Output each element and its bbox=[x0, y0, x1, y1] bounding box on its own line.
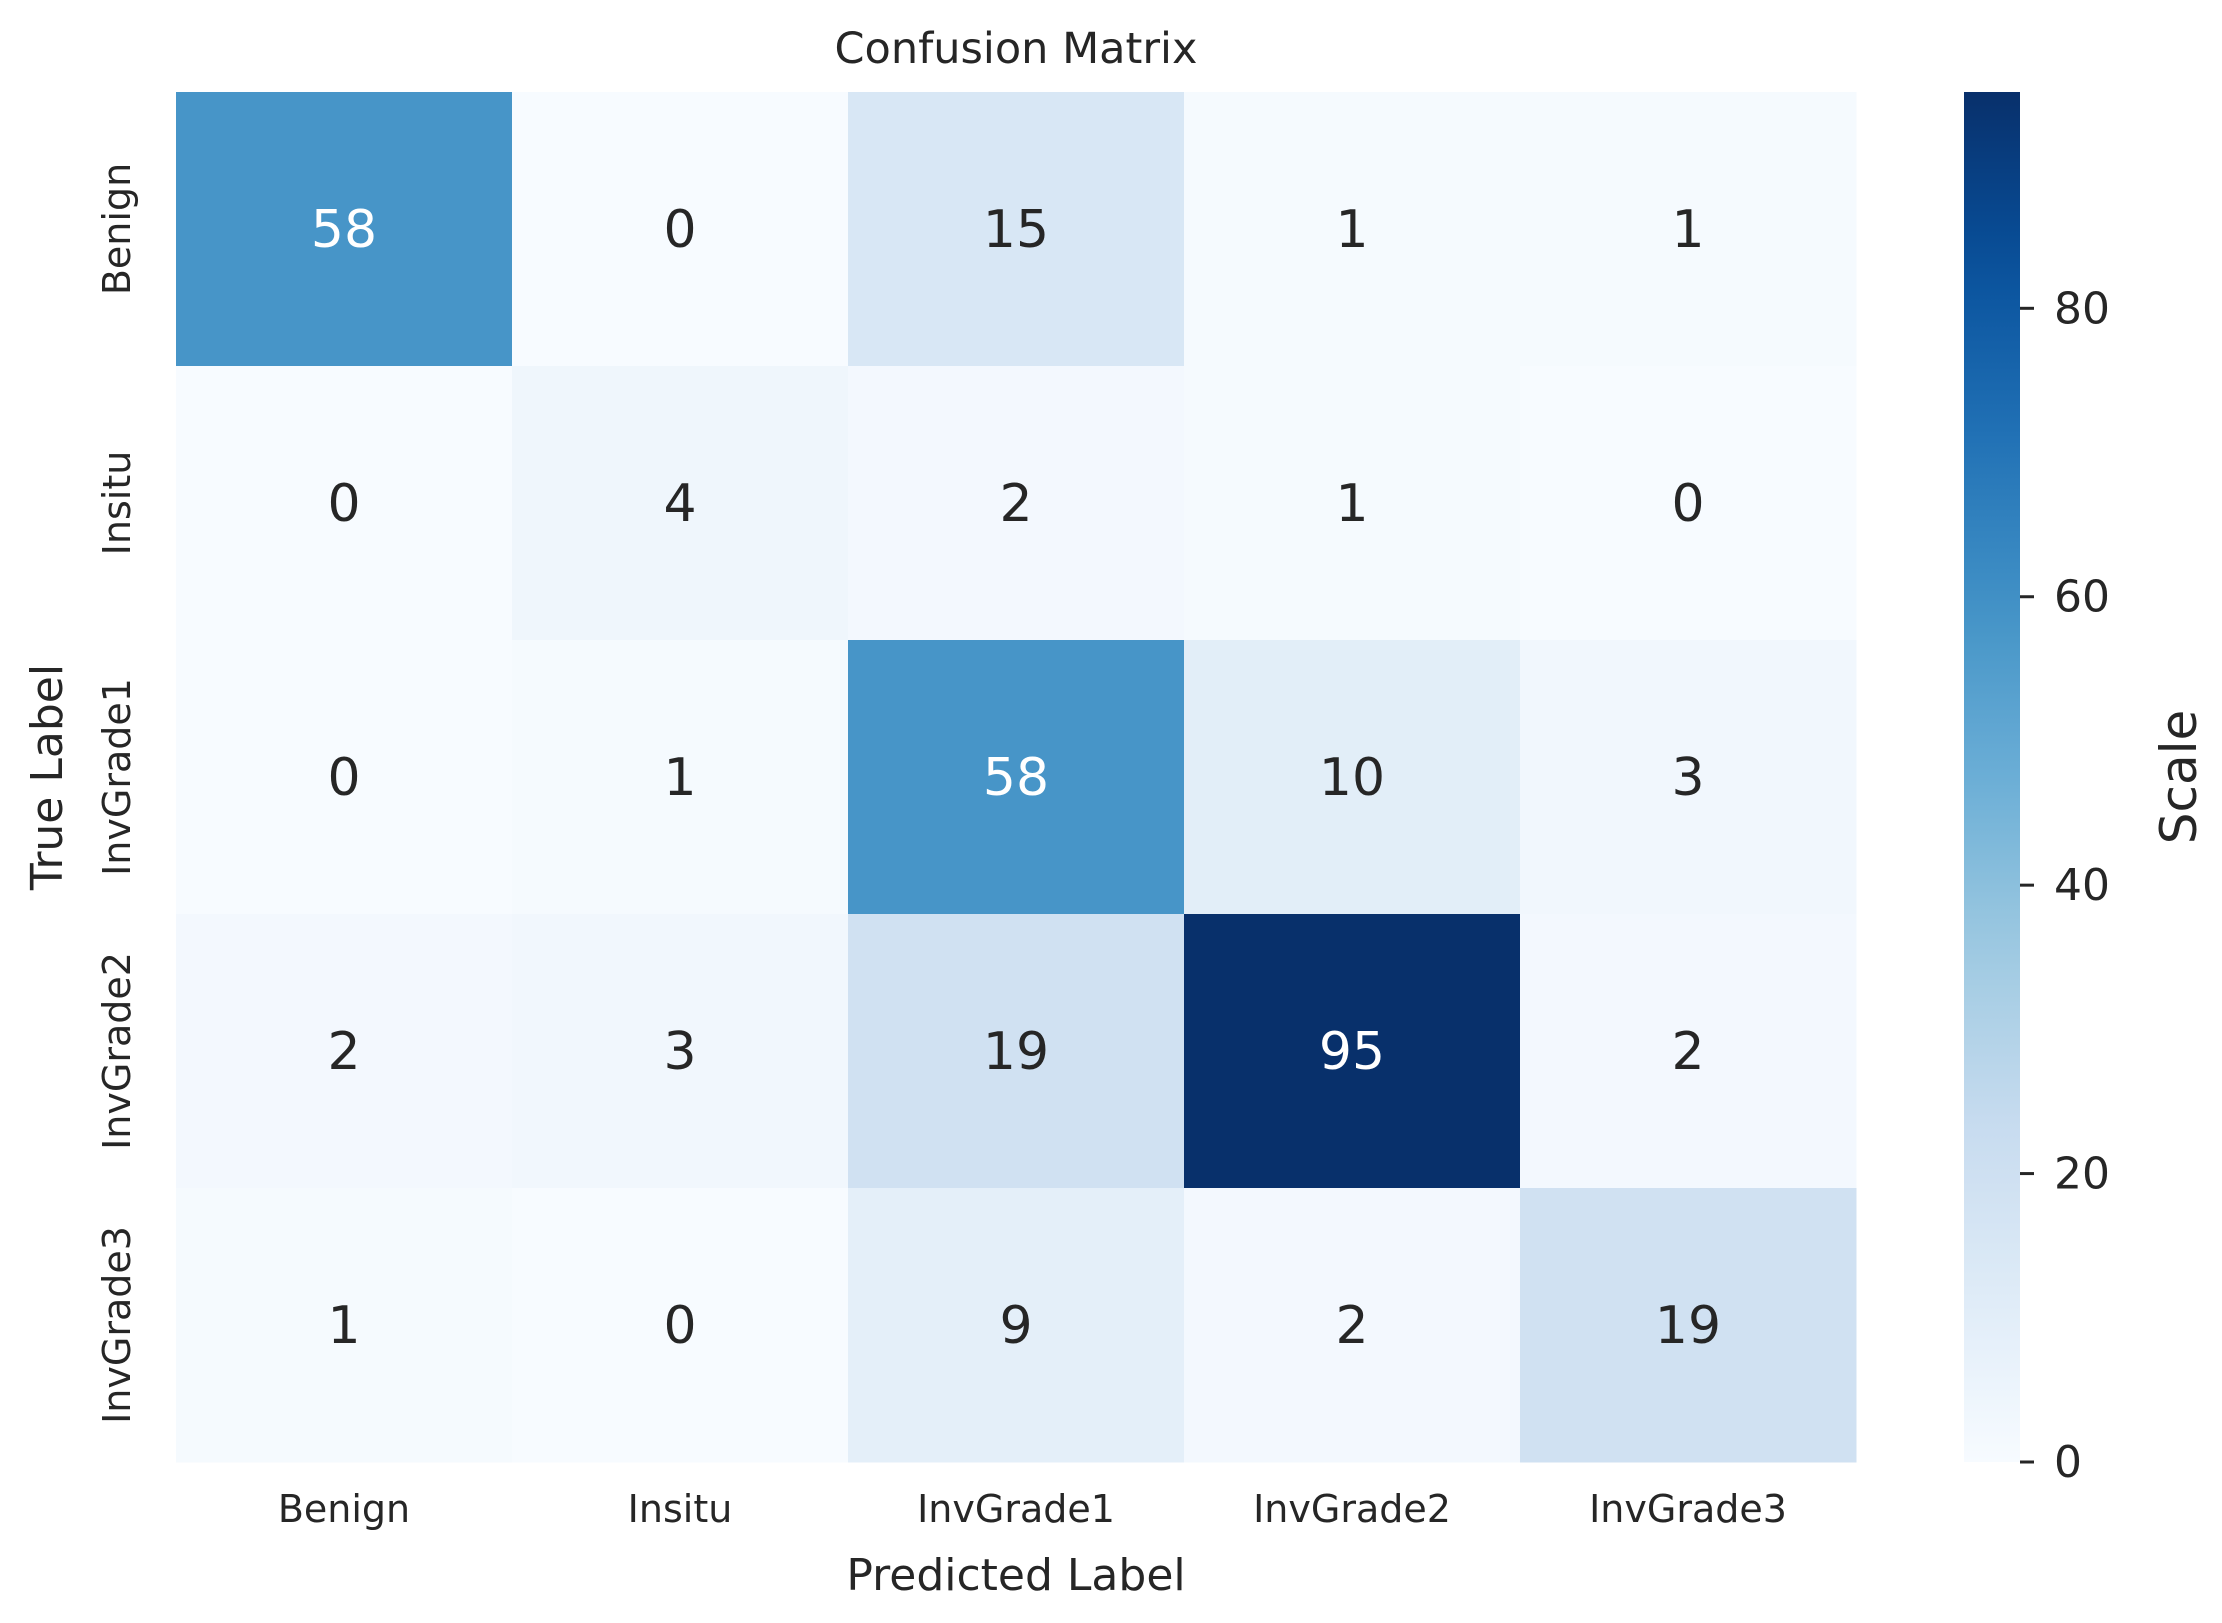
heatmap-cell-value: 1 bbox=[663, 748, 696, 808]
y-tick-label: Insitu bbox=[95, 451, 139, 556]
heatmap-cell bbox=[176, 640, 513, 915]
y-axis-label: True Label bbox=[22, 664, 73, 891]
heatmap-cell bbox=[512, 914, 849, 1189]
x-axis-label: Predicted Label bbox=[846, 1550, 1185, 1601]
heatmap-cell bbox=[848, 640, 1185, 915]
heatmap-cell-value: 3 bbox=[1671, 748, 1704, 808]
x-axis-tick-labels: Benign Insitu InvGrade1 InvGrade2 InvGrade3 bbox=[278, 1487, 1787, 1531]
heatmap-cell bbox=[1520, 366, 1857, 641]
heatmap-cell-value: 19 bbox=[1655, 1296, 1721, 1356]
y-tick-label: InvGrade2 bbox=[95, 952, 139, 1150]
heatmap-cell-value: 0 bbox=[327, 474, 360, 534]
heatmap-cell bbox=[1520, 92, 1857, 367]
heatmap-cell-value: 9 bbox=[999, 1296, 1032, 1356]
heatmap-cell-value: 3 bbox=[663, 1022, 696, 1082]
y-tick-label: InvGrade1 bbox=[95, 678, 139, 876]
heatmap-cell bbox=[176, 92, 513, 367]
heatmap-cell-value: 2 bbox=[999, 474, 1032, 534]
colorbar-tick-label: 0 bbox=[2054, 1437, 2082, 1488]
colorbar-tick-label: 40 bbox=[2054, 860, 2110, 911]
heatmap-cell bbox=[176, 914, 513, 1189]
x-tick-label: InvGrade3 bbox=[1589, 1487, 1787, 1531]
colorbar-ticks: 0 20 40 60 80 bbox=[2020, 283, 2110, 1488]
heatmap-cell-value: 15 bbox=[983, 200, 1049, 260]
heatmap-cell-value: 58 bbox=[983, 748, 1049, 808]
heatmap-cell-value: 2 bbox=[1335, 1296, 1368, 1356]
x-tick-label: InvGrade1 bbox=[917, 1487, 1115, 1531]
heatmap-cell bbox=[512, 92, 849, 367]
heatmap-cell bbox=[848, 366, 1185, 641]
heatmap-cell bbox=[1520, 640, 1857, 915]
colorbar bbox=[1964, 92, 2020, 1462]
heatmap-cell bbox=[1184, 640, 1521, 915]
colorbar-tick-label: 60 bbox=[2054, 572, 2110, 623]
heatmap-cell bbox=[848, 1188, 1185, 1463]
heatmap-cell bbox=[848, 92, 1185, 367]
heatmap-cell bbox=[512, 640, 849, 915]
heatmap-cell-value: 4 bbox=[663, 474, 696, 534]
heatmap-cell-value: 0 bbox=[327, 748, 360, 808]
heatmap-cell bbox=[1184, 366, 1521, 641]
heatmap-cell-value: 19 bbox=[983, 1022, 1049, 1082]
y-tick-label: InvGrade3 bbox=[95, 1226, 139, 1424]
heatmap-cell bbox=[1520, 1188, 1857, 1463]
heatmap-cell-value: 2 bbox=[327, 1022, 360, 1082]
heatmap-cell bbox=[176, 366, 513, 641]
heatmap-cell-labels: 58 0 15 1 10 4 2 1 00 1 58 10 32 3 19 95 21 0 9 2 19 bbox=[311, 200, 1721, 1356]
y-axis-tick-labels: Benign Insitu InvGrade1 InvGrade2 InvGrade3 bbox=[95, 163, 139, 1424]
heatmap-cell-value: 1 bbox=[1335, 474, 1368, 534]
heatmap-cell bbox=[512, 1188, 849, 1463]
heatmap-cell-value: 10 bbox=[1319, 748, 1385, 808]
heatmap-cell-value: 0 bbox=[663, 200, 696, 260]
heatmap-cell bbox=[1520, 914, 1857, 1189]
colorbar-tick-label: 20 bbox=[2054, 1149, 2110, 1200]
colorbar-tick-label: 80 bbox=[2054, 283, 2110, 334]
heatmap-cells bbox=[176, 92, 1857, 1463]
heatmap-cell-value: 95 bbox=[1319, 1022, 1385, 1082]
heatmap-cell-value: 58 bbox=[311, 200, 377, 260]
heatmap-cell-value: 0 bbox=[1671, 474, 1704, 534]
heatmap-cell bbox=[1184, 914, 1521, 1189]
heatmap-cell-value: 1 bbox=[1335, 200, 1368, 260]
heatmap-cell-value: 0 bbox=[663, 1296, 696, 1356]
heatmap-cell bbox=[848, 914, 1185, 1189]
x-tick-label: Benign bbox=[278, 1487, 410, 1531]
y-tick-label: Benign bbox=[95, 163, 139, 295]
chart-title: Confusion Matrix bbox=[835, 24, 1198, 74]
colorbar-label: Scale bbox=[2150, 710, 2208, 845]
x-tick-label: Insitu bbox=[628, 1487, 733, 1531]
heatmap-cell bbox=[512, 366, 849, 641]
heatmap-cell bbox=[1184, 92, 1521, 367]
heatmap-cell bbox=[176, 1188, 513, 1463]
heatmap-cell-value: 1 bbox=[327, 1296, 360, 1356]
heatmap-cell bbox=[1184, 1188, 1521, 1463]
heatmap-cell-value: 2 bbox=[1671, 1022, 1704, 1082]
heatmap-cell-value: 1 bbox=[1671, 200, 1704, 260]
x-tick-label: InvGrade2 bbox=[1253, 1487, 1451, 1531]
